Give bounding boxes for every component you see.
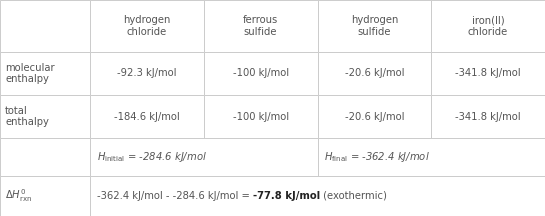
Bar [318, 52, 431, 95]
Text: -77.8 kJ/mol: -77.8 kJ/mol [253, 191, 320, 201]
Text: -341.8 kJ/mol: -341.8 kJ/mol [455, 68, 521, 78]
Bar [0, 176, 90, 216]
Bar [90, 176, 545, 216]
Bar [431, 95, 545, 138]
Bar [90, 52, 204, 95]
Bar [318, 0, 431, 52]
Text: -92.3 kJ/mol: -92.3 kJ/mol [117, 68, 177, 78]
Text: total
enthalpy: total enthalpy [5, 106, 49, 127]
Bar [204, 95, 318, 138]
Text: hydrogen
chloride: hydrogen chloride [123, 15, 171, 37]
Text: molecular
enthalpy: molecular enthalpy [5, 63, 55, 84]
Text: -100 kJ/mol: -100 kJ/mol [233, 68, 289, 78]
Bar [318, 138, 545, 176]
Text: $H_{\mathrm{final}}$ = -362.4 kJ/mol: $H_{\mathrm{final}}$ = -362.4 kJ/mol [324, 150, 430, 164]
Bar [431, 0, 545, 52]
Text: iron(II)
chloride: iron(II) chloride [468, 15, 508, 37]
Text: -362.4 kJ/mol - -284.6 kJ/mol =: -362.4 kJ/mol - -284.6 kJ/mol = [97, 191, 253, 201]
Text: -100 kJ/mol: -100 kJ/mol [233, 111, 289, 121]
Bar [90, 95, 204, 138]
Text: -20.6 kJ/mol: -20.6 kJ/mol [344, 68, 404, 78]
Text: hydrogen
sulfide: hydrogen sulfide [350, 15, 398, 37]
Bar [90, 0, 204, 52]
Bar [0, 0, 90, 52]
Bar [204, 52, 318, 95]
Bar [318, 95, 431, 138]
Text: -341.8 kJ/mol: -341.8 kJ/mol [455, 111, 521, 121]
Bar [90, 138, 318, 176]
Bar [0, 95, 90, 138]
Bar [204, 0, 318, 52]
Text: -184.6 kJ/mol: -184.6 kJ/mol [114, 111, 180, 121]
Text: $H_{\mathrm{initial}}$ = -284.6 kJ/mol: $H_{\mathrm{initial}}$ = -284.6 kJ/mol [97, 150, 207, 164]
Text: (exothermic): (exothermic) [320, 191, 387, 201]
Text: $\Delta H^0_{\mathrm{rxn}}$: $\Delta H^0_{\mathrm{rxn}}$ [5, 188, 32, 204]
Text: ferrous
sulfide: ferrous sulfide [243, 15, 278, 37]
Bar [431, 52, 545, 95]
Text: -20.6 kJ/mol: -20.6 kJ/mol [344, 111, 404, 121]
Bar [0, 138, 90, 176]
Bar [0, 52, 90, 95]
